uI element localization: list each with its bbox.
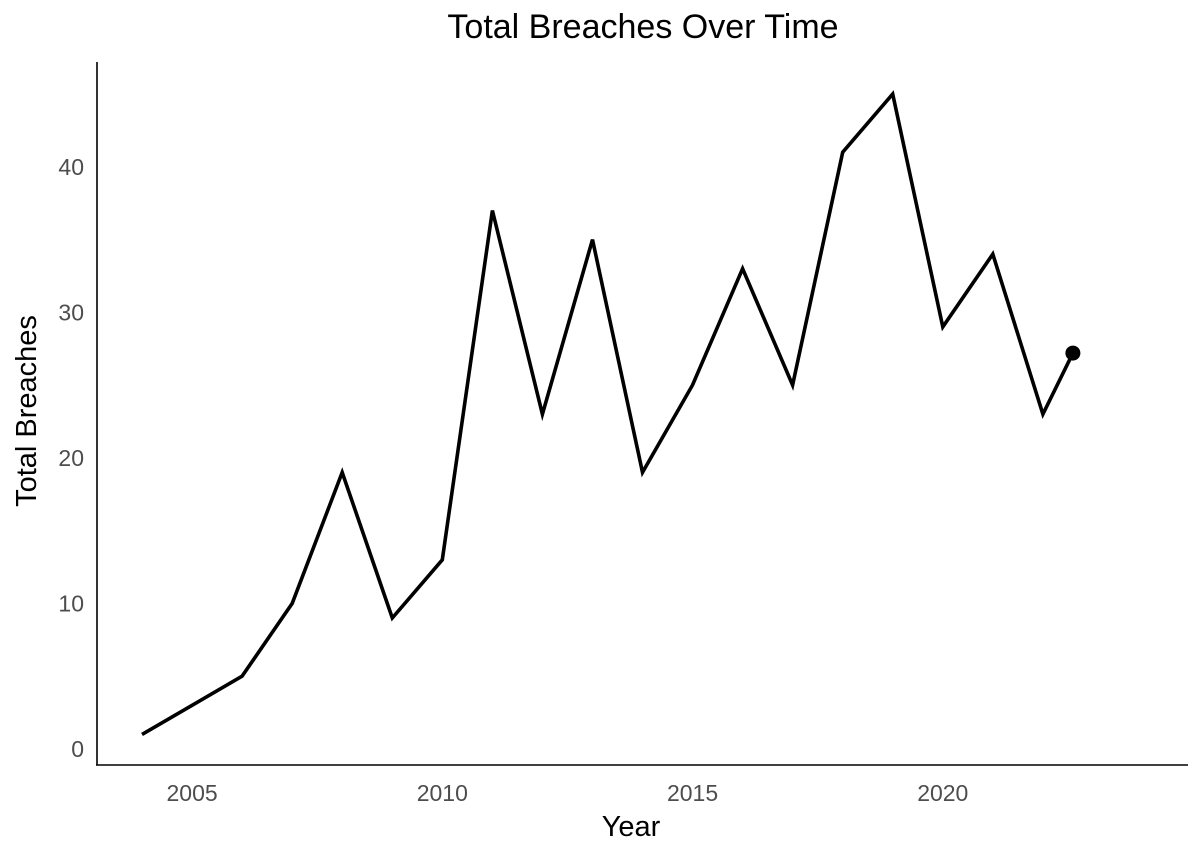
y-axis-label: Total Breaches [11,315,43,507]
y-tick-label: 20 [58,445,84,471]
y-tick-label: 40 [58,154,84,180]
y-tick-label: 0 [71,736,84,762]
x-tick-label: 2005 [167,780,218,806]
y-tick-label: 30 [58,299,84,325]
data-points [142,94,1073,735]
x-tick-label: 2020 [917,780,968,806]
x-tick-label: 2010 [417,780,468,806]
y-tick-label: 10 [58,590,84,616]
total-breaches-series-line [141,90,1075,736]
chart-title: Total Breaches Over Time [447,8,838,46]
x-axis-label: Year [602,811,661,843]
y-axis-ticks: 0 10 20 30 40 [58,154,84,762]
x-axis-ticks: 2005 2010 2015 2020 [167,780,969,806]
end-point-marker [1065,345,1081,361]
x-tick-label: 2015 [667,780,718,806]
